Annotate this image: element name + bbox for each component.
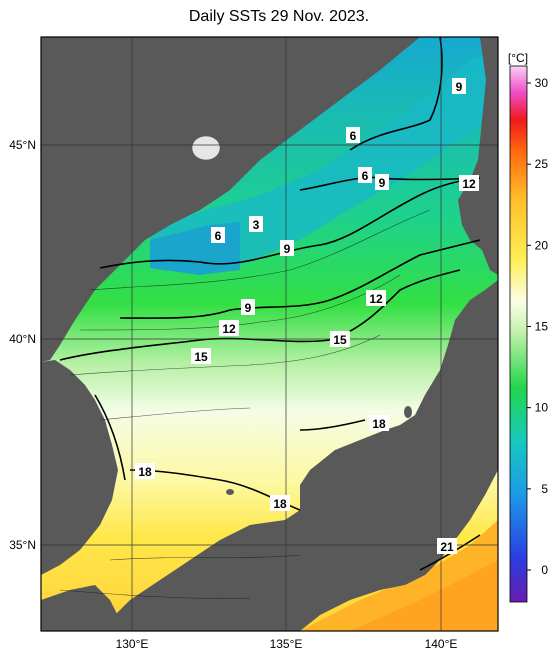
isotherm-label: 9 <box>379 176 386 190</box>
lat-label: 35°N <box>9 538 36 552</box>
isotherm-label: 15 <box>333 333 347 347</box>
colorbar-tick-label: 25 <box>535 157 549 171</box>
map-area <box>41 37 498 631</box>
colorbar-unit: [°C] <box>508 51 528 65</box>
map-title: Daily SSTs 29 Nov. 2023. <box>188 8 370 25</box>
land-hokkaido <box>458 37 498 275</box>
map-frame <box>40 36 499 632</box>
isotherm-label-group: 9 6 6 9 12 6 3 9 12 9 12 15 15 18 18 18 … <box>135 78 479 554</box>
isotherm-label: 12 <box>369 292 383 306</box>
isotherm-label: 9 <box>245 301 252 315</box>
land-oki <box>226 489 234 495</box>
isotherm-label: 6 <box>215 229 222 243</box>
isotherm-label: 6 <box>350 129 357 143</box>
isotherm-label: 3 <box>253 218 260 232</box>
cold-band <box>150 48 498 275</box>
lat-label: 40°N <box>9 332 36 346</box>
lake-khanka <box>191 135 221 161</box>
lon-label: 130°E <box>116 637 149 651</box>
isotherm-label: 9 <box>284 242 291 256</box>
isotherm-label: 21 <box>440 540 454 554</box>
land-korea <box>41 360 118 575</box>
lat-label: 45°N <box>9 138 36 152</box>
colorbar-tick-label: 5 <box>541 482 548 496</box>
colorbar-tick-label: 20 <box>535 238 549 252</box>
lon-label: 140°E <box>425 637 458 651</box>
colorbar-tick-label: 0 <box>541 563 548 577</box>
land-honshu <box>100 280 498 631</box>
colorbar-tick-label: 15 <box>535 320 549 334</box>
isotherm-label: 12 <box>222 322 236 336</box>
colorbar-gradient <box>509 65 528 603</box>
colorbar-tick-label: 10 <box>535 401 549 415</box>
isotherm-label: 6 <box>362 169 369 183</box>
colorbar: [°C] 30 25 20 15 10 5 0 <box>508 51 549 603</box>
isotherm-label: 9 <box>456 80 463 94</box>
isotherm-label: 15 <box>194 350 208 364</box>
isotherm-label: 18 <box>138 465 152 479</box>
land-kyushu <box>41 585 125 631</box>
land-continent <box>41 37 420 362</box>
isotherm-label: 12 <box>462 177 476 191</box>
land-sado <box>404 406 412 418</box>
lon-label: 135°E <box>270 637 303 651</box>
isotherm-label: 18 <box>273 497 287 511</box>
graticule <box>41 37 498 631</box>
colorbar-tick-label: 30 <box>535 76 549 90</box>
isotherm-label: 18 <box>372 417 386 431</box>
